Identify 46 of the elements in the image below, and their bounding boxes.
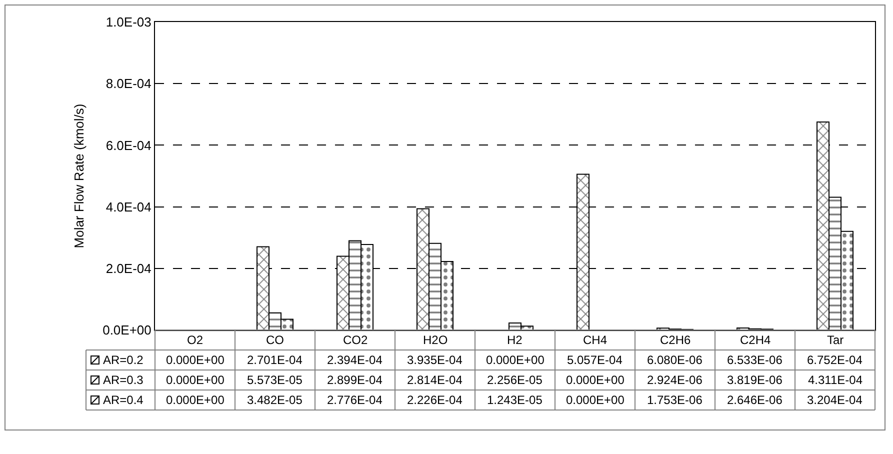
x-tick-label: CH4 xyxy=(583,333,608,347)
data-label: 3.204E-04 xyxy=(807,393,863,407)
data-label: 2.776E-04 xyxy=(327,393,383,407)
data-label: 3.819E-06 xyxy=(727,373,783,387)
legend-label: AR=0.4 xyxy=(103,393,144,407)
data-label: 2.701E-04 xyxy=(247,353,303,367)
data-label: 6.533E-06 xyxy=(727,353,783,367)
data-label: 5.057E-04 xyxy=(567,353,623,367)
y-tick-label: 4.0E-04 xyxy=(106,199,152,214)
data-label: 0.000E+00 xyxy=(566,373,625,387)
data-label: 6.080E-06 xyxy=(647,353,703,367)
x-tick-label: CO xyxy=(266,333,284,347)
data-label: 3.935E-04 xyxy=(407,353,463,367)
x-tick-label: CO2 xyxy=(343,333,368,347)
data-label: 5.573E-05 xyxy=(247,373,303,387)
legend-label: AR=0.2 xyxy=(103,353,144,367)
data-label: 2.256E-05 xyxy=(487,373,543,387)
y-tick-label: 8.0E-04 xyxy=(106,76,152,92)
data-label: 0.000E+00 xyxy=(166,353,225,367)
data-label: 0.000E+00 xyxy=(166,393,225,407)
legend-label: AR=0.3 xyxy=(103,373,144,387)
x-tick-label: H2 xyxy=(507,333,523,347)
data-label: 3.482E-05 xyxy=(247,393,303,407)
y-tick-label: 0.0E+00 xyxy=(102,322,152,338)
x-tick-label: C2H6 xyxy=(660,333,692,347)
data-label: 4.311E-04 xyxy=(808,373,863,387)
data-label: 2.899E-04 xyxy=(327,373,383,387)
x-tick-label: H2O xyxy=(423,333,448,347)
data-label: 2.646E-06 xyxy=(727,393,783,407)
data-label: 0.000E+00 xyxy=(566,393,625,407)
data-label: 1.753E-06 xyxy=(647,393,703,407)
y-tick-label: 1.0E-03 xyxy=(106,14,152,30)
data-label: 1.243E-05 xyxy=(487,393,543,407)
x-tick-label: Tar xyxy=(827,333,844,347)
data-label: 6.752E-04 xyxy=(807,353,863,367)
x-tick-label: C2H4 xyxy=(740,333,772,347)
data-label: 0.000E+00 xyxy=(486,353,545,367)
x-tick-label: O2 xyxy=(187,333,204,347)
y-tick-label: 2.0E-04 xyxy=(106,260,152,276)
y-tick-label: 6.0E-04 xyxy=(106,138,152,153)
data-label: 0.000E+00 xyxy=(166,373,225,387)
data-label: 2.924E-06 xyxy=(647,373,703,387)
data-label: 2.394E-04 xyxy=(327,353,383,367)
data-label: 2.226E-04 xyxy=(407,393,463,407)
data-label: 2.814E-04 xyxy=(407,373,463,387)
y-axis-title: Molar Flow Rate (kmol/s) xyxy=(72,104,87,248)
